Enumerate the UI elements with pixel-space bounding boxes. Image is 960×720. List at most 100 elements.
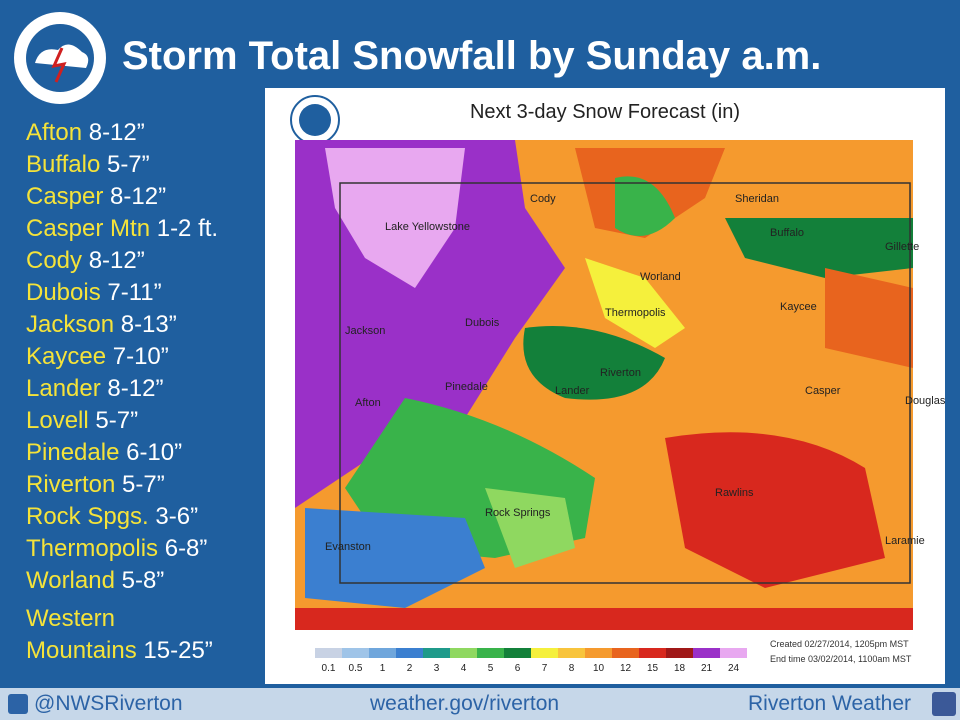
legend-swatch <box>423 648 450 658</box>
snow-amount: 6-10” <box>126 439 183 466</box>
city-label: Laramie <box>885 535 925 547</box>
location-name: Casper <box>26 183 104 210</box>
legend-swatch <box>396 648 423 658</box>
location-item: Cody 8-12” <box>26 245 261 277</box>
city-label: Rawlins <box>715 487 754 499</box>
snow-amount: 6-8” <box>164 535 208 562</box>
legend-label: 10 <box>593 663 605 674</box>
location-item: Lovell 5-7” <box>26 405 261 437</box>
map: Next 3-day Snow Forecast (in) Cody Sherid… <box>290 95 946 674</box>
created-text: Created 02/27/2014, 1205pm MST <box>770 639 909 649</box>
city-label: Evanston <box>325 541 371 553</box>
facebook-page[interactable]: Riverton Weather <box>748 692 912 715</box>
snow-amount: 5-7” <box>95 407 139 434</box>
legend-label: 5 <box>488 663 494 674</box>
legend-label: 18 <box>674 663 686 674</box>
location-name: Cody <box>26 247 83 274</box>
legend-swatch <box>720 648 747 658</box>
location-item: Thermopolis 6-8” <box>26 533 261 565</box>
legend-swatch <box>342 648 369 658</box>
location-item: Lander 8-12” <box>26 373 261 405</box>
twitter-handle[interactable]: @NWSRiverton <box>34 692 183 715</box>
nws-logo <box>14 12 106 104</box>
legend-label: 7 <box>542 663 548 674</box>
location-list: Afton 8-12” Buffalo 5-7” Casper 8-12” Caspe… <box>26 117 261 667</box>
twitter-icon <box>8 694 28 714</box>
location-name: Buffalo <box>26 151 101 178</box>
city-label: Douglas <box>905 395 945 407</box>
footer-bar: @NWSRiverton weather.gov/riverton Rivert… <box>0 688 960 720</box>
location-item: Rock Spgs. 3-6” <box>26 501 261 533</box>
city-label: Lake Yellowstone <box>385 221 470 233</box>
city-label: Sheridan <box>735 193 779 205</box>
location-item: Worland 5-8” <box>26 565 261 597</box>
legend-label: 6 <box>515 663 521 674</box>
location-name: Worland <box>26 567 115 594</box>
snow-amount: 8-12” <box>107 375 164 402</box>
location-name: Casper Mtn <box>26 215 151 242</box>
location-item: Jackson 8-13” <box>26 309 261 341</box>
snow-amount: 1-2 ft. <box>156 215 219 242</box>
legend-label: 0.1 <box>322 663 336 674</box>
legend-label: 12 <box>620 663 632 674</box>
snow-amount: 3-6” <box>155 503 199 530</box>
snow-amount: 8-12” <box>110 183 167 210</box>
legend-swatch <box>558 648 585 658</box>
city-label: Kaycee <box>780 301 817 313</box>
legend-swatch <box>585 648 612 658</box>
city-label: Rock Springs <box>485 507 551 519</box>
city-label: Riverton <box>600 367 641 379</box>
legend-swatch <box>315 648 342 658</box>
city-label: Cody <box>530 193 556 205</box>
legend-label: 3 <box>434 663 440 674</box>
legend-swatch <box>693 648 720 658</box>
legend-label: 2 <box>407 663 413 674</box>
snow-amount: 15-25” <box>143 637 213 664</box>
city-label: Jackson <box>345 325 385 337</box>
snow-amount: 5-7” <box>122 471 165 498</box>
legend-label: 0.5 <box>349 663 363 674</box>
legend-swatch <box>504 648 531 658</box>
map-panel: Next 3-day Snow Forecast (in) Cody Sherid… <box>265 88 946 684</box>
snow-amount: 7-10” <box>112 343 169 370</box>
snow-amount: 8-12” <box>88 247 145 274</box>
snow-amount: 8-12” <box>88 119 145 146</box>
location-name: Thermopolis <box>26 535 159 562</box>
legend-swatch <box>531 648 558 658</box>
location-item: Buffalo 5-7” <box>26 149 261 181</box>
website-link[interactable]: weather.gov/riverton <box>370 692 560 715</box>
snow-amount: 8-13” <box>120 311 177 338</box>
location-item: Afton 8-12” <box>26 117 261 149</box>
legend-swatch <box>450 648 477 658</box>
location-name: Rock Spgs. <box>26 503 149 530</box>
snow-field <box>295 140 913 630</box>
legend-label: 24 <box>728 663 740 674</box>
legend-swatch <box>477 648 504 658</box>
city-label: Lander <box>555 385 590 397</box>
city-label: Thermopolis <box>605 307 666 319</box>
city-label: Pinedale <box>445 381 488 393</box>
city-label: Casper <box>805 385 841 397</box>
location-name: Lander <box>26 375 101 402</box>
location-item: Casper 8-12” <box>26 181 261 213</box>
legend-swatch <box>639 648 666 658</box>
location-item: Dubois 7-11” <box>26 277 261 309</box>
snow-amount: 5-7” <box>106 151 150 178</box>
legend-label: 1 <box>380 663 386 674</box>
location-name: Dubois <box>26 279 101 306</box>
location-name: Kaycee <box>26 343 107 370</box>
snow-amount: 7-11” <box>107 279 162 306</box>
legend-swatch <box>369 648 396 658</box>
legend-label: 4 <box>461 663 467 674</box>
location-item: Pinedale 6-10” <box>26 437 261 469</box>
location-name: Riverton <box>26 471 116 498</box>
legend-label: 21 <box>701 663 713 674</box>
city-label: Dubois <box>465 317 500 329</box>
city-label: Buffalo <box>770 227 804 239</box>
legend-swatch <box>612 648 639 658</box>
location-name: Afton <box>26 119 83 146</box>
map-title: Next 3-day Snow Forecast (in) <box>470 101 740 123</box>
slide-title: Storm Total Snowfall by Sunday a.m. <box>122 34 822 78</box>
city-label: Gillette <box>885 241 919 253</box>
